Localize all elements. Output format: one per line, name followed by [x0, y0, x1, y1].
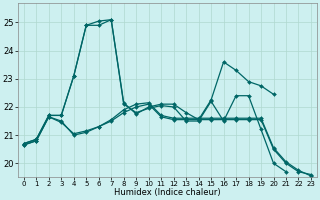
X-axis label: Humidex (Indice chaleur): Humidex (Indice chaleur): [114, 188, 221, 197]
